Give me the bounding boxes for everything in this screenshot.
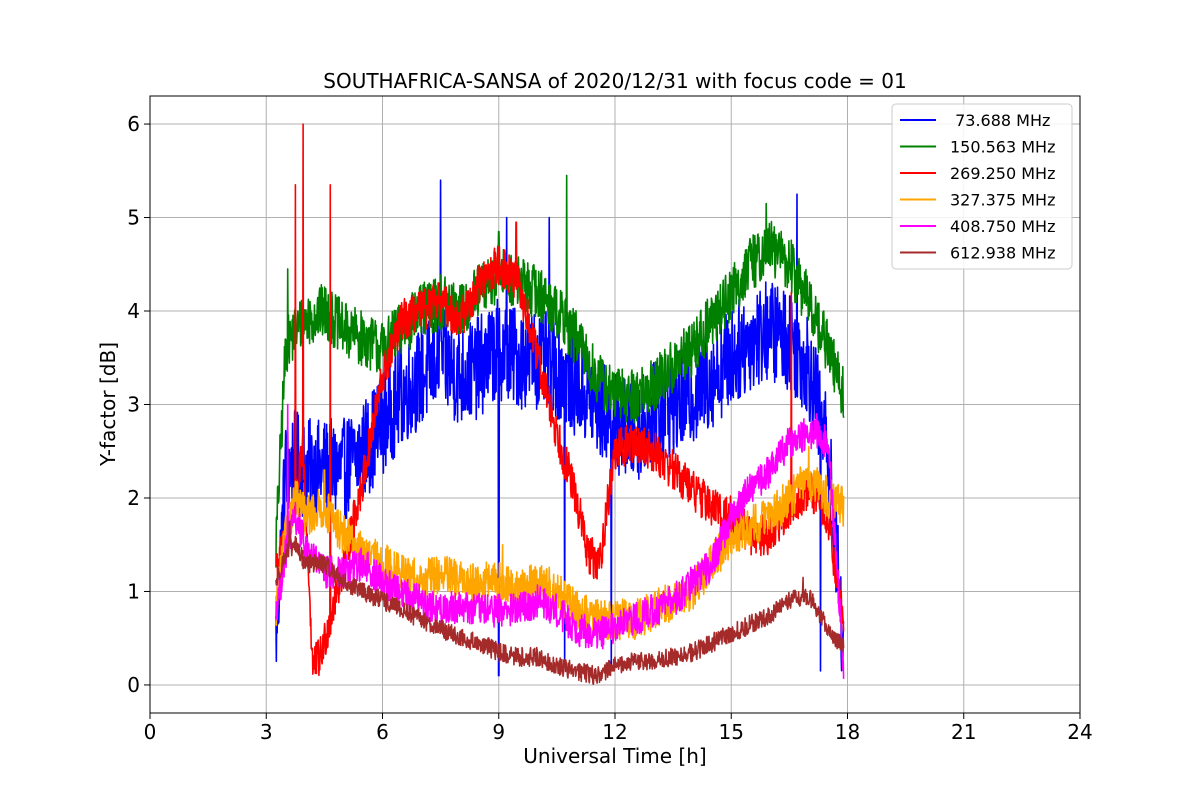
- series-line: [275, 174, 845, 568]
- legend-label: 150.563 MHz: [950, 138, 1055, 157]
- x-tick-label: 24: [1067, 720, 1092, 744]
- chart-title: SOUTHAFRICA-SANSA of 2020/12/31 with foc…: [323, 69, 907, 93]
- legend: 73.688 MHz 150.563 MHz 269.250 MHz 327.375 …: [891, 103, 1073, 270]
- y-tick-label: 0: [127, 673, 140, 697]
- legend-label: 269.250 MHz: [950, 164, 1055, 183]
- series-line: [275, 123, 845, 677]
- legend-label: 73.688 MHz: [950, 111, 1050, 130]
- x-tick-label: 12: [602, 720, 627, 744]
- y-tick-label: 3: [127, 393, 140, 417]
- x-tick-label: 3: [260, 720, 273, 744]
- x-tick-label: 18: [835, 720, 860, 744]
- x-tick-label: 15: [719, 720, 744, 744]
- x-tick-label: 21: [951, 720, 976, 744]
- y-axis-label: Y-factor [dB]: [96, 342, 120, 467]
- series-line: [275, 403, 845, 679]
- x-tick-label: 0: [144, 720, 157, 744]
- y-tick-label: 6: [127, 112, 140, 136]
- x-tick-label: 9: [492, 720, 505, 744]
- y-tick-label: 2: [127, 486, 140, 510]
- legend-label: 327.375 MHz: [950, 191, 1055, 210]
- x-tick-label: 6: [376, 720, 389, 744]
- y-tick-label: 5: [127, 206, 140, 230]
- legend-label: 612.938 MHz: [950, 244, 1055, 263]
- legend-box: [891, 103, 1073, 270]
- series-line: [275, 179, 845, 677]
- x-axis-label: Universal Time [h]: [523, 744, 706, 768]
- series-layer: [275, 123, 845, 685]
- legend-label: 408.750 MHz: [950, 217, 1055, 236]
- series-line: [275, 445, 845, 641]
- y-tick-label: 4: [127, 299, 140, 323]
- y-tick-label: 1: [127, 579, 140, 603]
- series-line: [275, 520, 845, 685]
